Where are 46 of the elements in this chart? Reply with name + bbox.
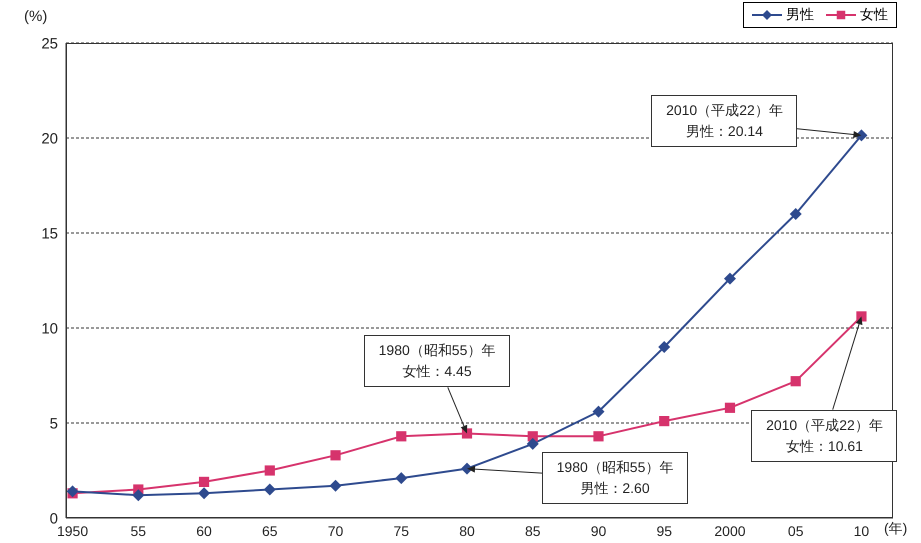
y-tick-label: 25	[41, 35, 58, 52]
y-tick-label: 10	[41, 320, 58, 338]
annotation: 2010（平成22）年女性：10.61	[751, 410, 898, 462]
x-tick-label: 70	[328, 522, 344, 539]
x-tick-label: 90	[590, 522, 606, 539]
point	[264, 484, 276, 496]
y-tick-label: 0	[50, 510, 58, 528]
point	[659, 416, 670, 426]
x-tick-label: 1950	[56, 522, 88, 539]
point	[132, 489, 144, 502]
annotation: 1980（昭和55）年男性：2.60	[542, 452, 688, 504]
x-axis-title: (年)	[884, 520, 908, 538]
point	[790, 208, 802, 220]
point	[593, 431, 604, 442]
point	[198, 476, 210, 487]
x-tick-label: 2000	[714, 522, 746, 539]
x-tick-label: 85	[524, 522, 541, 539]
x-tick-label: 55	[130, 522, 146, 539]
x-tick-label: 10	[854, 522, 870, 539]
point	[330, 450, 341, 460]
x-tick-label: 05	[788, 522, 804, 539]
point	[592, 406, 604, 418]
x-tick-label: 60	[196, 522, 212, 539]
point	[526, 438, 539, 450]
point	[66, 485, 79, 498]
y-axis-title: (%)	[24, 8, 48, 25]
y-tick-label: 5	[50, 415, 58, 432]
point	[395, 472, 408, 484]
point	[724, 272, 736, 285]
point	[658, 341, 670, 353]
annotation: 2010（平成22）年男性：20.14	[651, 95, 798, 148]
annotation: 1980（昭和55）年女性：4.45	[364, 335, 510, 388]
x-tick-label: 75	[393, 522, 410, 539]
y-tick-label: 15	[41, 225, 58, 242]
point	[724, 402, 736, 413]
x-tick-label: 95	[656, 522, 672, 539]
y-tick-label: 20	[41, 130, 58, 148]
point	[790, 376, 801, 386]
legend-label: 女性	[860, 6, 888, 24]
point	[330, 480, 342, 492]
x-tick-label: 80	[459, 522, 476, 539]
x-tick-label: 65	[262, 522, 278, 539]
point	[396, 431, 406, 442]
point	[264, 465, 275, 476]
legend-label: 男性	[786, 6, 814, 24]
point	[198, 487, 210, 500]
